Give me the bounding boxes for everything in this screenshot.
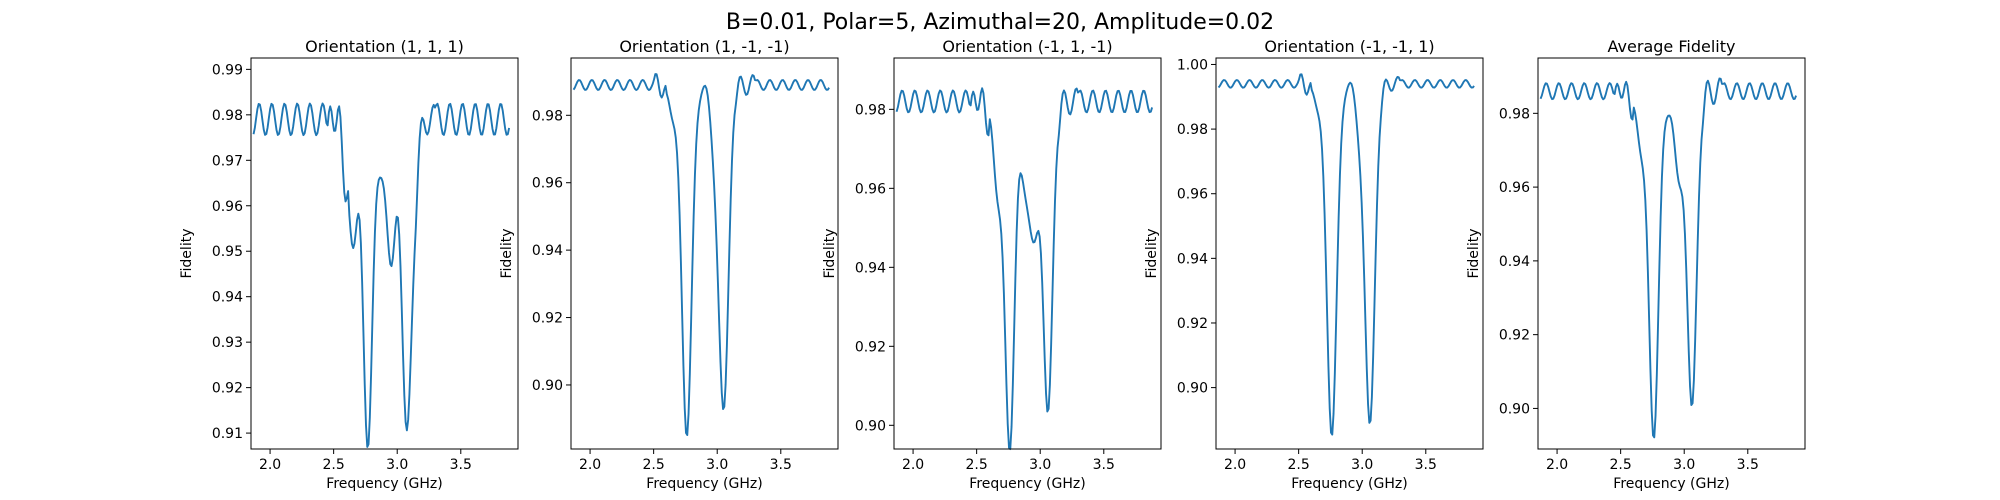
series-line — [252, 102, 511, 448]
y-tick-label: 0.96 — [1499, 180, 1530, 196]
x-tick-label: 2.5 — [1288, 457, 1310, 473]
x-tick-label: 2.5 — [643, 457, 665, 473]
y-tick-label: 0.90 — [1499, 401, 1530, 417]
figure-suptitle: B=0.01, Polar=5, Azimuthal=20, Amplitude… — [726, 10, 1274, 35]
x-axis-label: Frequency (GHz) — [969, 476, 1085, 492]
x-tick-label: 3.5 — [770, 457, 792, 473]
series-line — [572, 73, 830, 437]
x-tick-label: 2.0 — [579, 457, 601, 473]
y-tick-label: 0.96 — [1177, 187, 1208, 203]
y-axis-label: Fidelity — [1144, 229, 1160, 279]
y-tick-label: 0.96 — [855, 181, 886, 197]
y-tick-label: 0.90 — [532, 378, 563, 394]
x-tick-label: 3.0 — [706, 457, 728, 473]
x-tick-label: 2.0 — [1224, 457, 1246, 473]
y-tick-label: 0.90 — [1177, 381, 1208, 397]
subplot-1: Orientation (1, 1, 1) 2.0 2.5 3.0 3.5 0.91 0.9… — [179, 37, 519, 492]
x-tick-label: 3.0 — [1029, 457, 1051, 473]
x-tick-label: 3.5 — [1415, 457, 1437, 473]
x-tick-label: 3.5 — [1737, 457, 1759, 473]
y-tick-label: 0.94 — [855, 260, 886, 276]
x-tick-label: 2.0 — [1546, 457, 1568, 473]
x-tick-label: 2.0 — [259, 457, 281, 473]
subplot-title: Orientation (-1, 1, -1) — [942, 37, 1112, 56]
x-axis-label: Frequency (GHz) — [1613, 476, 1729, 492]
x-axis-label: Frequency (GHz) — [326, 476, 442, 492]
subplot-title: Orientation (1, 1, 1) — [305, 37, 464, 56]
y-tick-label: 0.97 — [212, 153, 243, 169]
subplot-title: Orientation (-1, -1, 1) — [1264, 37, 1434, 56]
subplot-4: Orientation (-1, -1, 1) 2.0 2.5 3.0 3.5 0.90 0… — [1144, 37, 1484, 492]
y-tick-label: 0.91 — [212, 426, 243, 442]
x-tick-label: 2.5 — [1610, 457, 1632, 473]
series-line — [895, 87, 1154, 451]
subplot-5: Average Fidelity 2.0 2.5 3.0 3.5 0.90 0.92 0.94… — [1466, 37, 1806, 492]
y-tick-label: 1.00 — [1177, 57, 1208, 73]
x-tick-label: 3.5 — [1093, 457, 1115, 473]
y-axis-label: Fidelity — [179, 229, 195, 279]
axes-frame — [570, 57, 839, 450]
subplot-2: Orientation (1, -1, -1) 2.0 2.5 3.0 3.5 0.90 0… — [499, 37, 839, 492]
x-tick-label: 3.0 — [386, 457, 408, 473]
y-tick-label: 0.92 — [212, 381, 243, 397]
x-tick-label: 3.0 — [1673, 457, 1695, 473]
x-tick-label: 2.5 — [323, 457, 345, 473]
series-line — [1217, 73, 1475, 436]
y-axis-label: Fidelity — [1466, 229, 1482, 279]
y-tick-label: 0.96 — [212, 199, 243, 215]
y-tick-label: 0.94 — [212, 290, 243, 306]
axes-frame — [250, 57, 519, 450]
y-tick-label: 0.98 — [1499, 106, 1530, 122]
x-tick-label: 3.0 — [1351, 457, 1373, 473]
y-tick-label: 0.99 — [212, 62, 243, 78]
subplot-3: Orientation (-1, 1, -1) 2.0 2.5 3.0 3.5 0.90 0… — [822, 37, 1162, 492]
axes-frame — [1537, 57, 1806, 450]
subplot-title: Average Fidelity — [1608, 37, 1736, 56]
x-tick-label: 3.5 — [450, 457, 472, 473]
subplot-title: Orientation (1, -1, -1) — [619, 37, 789, 56]
y-tick-label: 0.98 — [855, 102, 886, 118]
y-tick-label: 0.98 — [212, 108, 243, 124]
y-tick-label: 0.90 — [855, 418, 886, 434]
y-tick-label: 0.92 — [855, 339, 886, 355]
y-tick-label: 0.92 — [532, 311, 563, 327]
axes-frame — [1215, 57, 1484, 450]
x-tick-label: 2.5 — [966, 457, 988, 473]
y-axis-label: Fidelity — [822, 229, 838, 279]
y-tick-label: 0.94 — [1499, 254, 1530, 270]
series-line — [1539, 77, 1797, 439]
y-tick-label: 0.94 — [532, 243, 563, 259]
y-tick-label: 0.96 — [532, 176, 563, 192]
y-tick-label: 0.95 — [212, 244, 243, 260]
y-tick-label: 0.98 — [1177, 122, 1208, 138]
axes-frame — [893, 57, 1162, 450]
subplot-panels: Orientation (1, 1, 1) 2.0 2.5 3.0 3.5 0.91 0.9… — [179, 37, 1806, 492]
y-tick-label: 0.98 — [532, 108, 563, 124]
y-tick-label: 0.92 — [1177, 316, 1208, 332]
x-tick-label: 2.0 — [902, 457, 924, 473]
y-tick-label: 0.94 — [1177, 251, 1208, 267]
x-axis-label: Frequency (GHz) — [646, 476, 762, 492]
y-tick-label: 0.92 — [1499, 328, 1530, 344]
y-tick-label: 0.93 — [212, 335, 243, 351]
y-axis-label: Fidelity — [499, 229, 515, 279]
x-axis-label: Frequency (GHz) — [1291, 476, 1407, 492]
